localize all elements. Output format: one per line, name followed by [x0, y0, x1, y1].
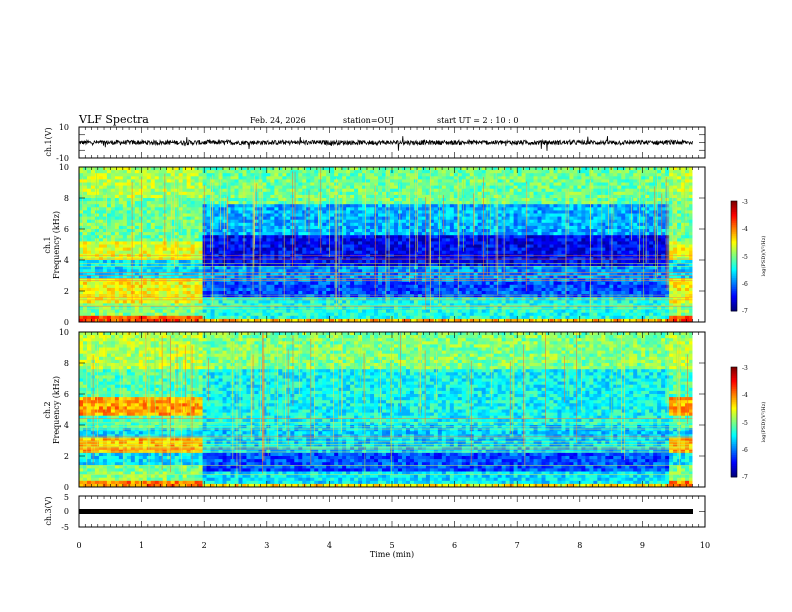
spec1-ytick-2: 2	[64, 287, 69, 296]
ch1-colorbar: -3 -4 -5 -6 -7 log(PSD)(V²/Hz)	[730, 199, 767, 315]
ch3-ytick-0: 0	[64, 507, 69, 516]
spec2-ytick-4: 4	[64, 421, 69, 430]
cb1-tick-5: -5	[742, 254, 748, 261]
x-tick-5: 5	[389, 541, 394, 550]
cb1-tick-3: -3	[742, 199, 748, 206]
station-label: station=OUJ	[343, 116, 394, 125]
cb1-tick-7: -7	[742, 308, 748, 315]
ch2-spectrogram-panel: 10 8 6 4 2 0 ch.2 Frequency (kHz)	[43, 328, 706, 492]
x-tick-7: 7	[515, 541, 520, 550]
spec1-ytick-10: 10	[59, 163, 69, 172]
ch1-ytick-top: 10	[59, 123, 69, 132]
ch3-ytick-5: 5	[64, 493, 69, 502]
spec1-ytick-6: 6	[64, 225, 69, 234]
ch1-ytick-bottom: -10	[56, 154, 69, 163]
x-tick-6: 6	[452, 541, 457, 550]
x-tick-10: 10	[700, 541, 710, 550]
spec2-ytick-0: 0	[64, 483, 69, 492]
cb2-tick-3: -3	[742, 365, 748, 372]
start-ut-label: start UT = 2 : 10 : 0	[437, 116, 518, 125]
spec1-ytick-4: 4	[64, 256, 69, 265]
ch3-ylabel: ch.3(V)	[44, 496, 53, 525]
cb1-label: log(PSD)(V²/Hz)	[760, 236, 767, 277]
date-label: Feb. 24, 2026	[250, 116, 306, 125]
x-tick-labels: 0 1 2 3 4 5 6 7 8 9 10	[76, 541, 710, 550]
spec1-ytick-8: 8	[64, 194, 69, 203]
cb2-tick-4: -4	[742, 392, 748, 399]
cb2-tick-7: -7	[742, 474, 748, 481]
ch1-spectrogram-panel: 10 8 6 4 2 0 ch.1 Frequency (kHz)	[43, 163, 706, 327]
cb1-tick-4: -4	[742, 226, 748, 233]
spec1-ylabel-ch: ch.1	[43, 236, 52, 253]
ch1-ylabel: ch.1(V)	[44, 127, 53, 156]
x-tick-8: 8	[577, 541, 582, 550]
figure-title: VLF Spectra	[78, 113, 149, 126]
ch2-colorbar: -3 -4 -5 -6 -7 log(PSD)(V²/Hz)	[730, 365, 767, 481]
ch1-waveform-panel: 10 -10 ch.1(V)	[44, 123, 706, 163]
cb2-label: log(PSD)(V²/Hz)	[760, 402, 767, 443]
ch3-waveform-panel: 5 0 -5 ch.3(V)	[44, 493, 706, 532]
cb1-tick-6: -6	[742, 281, 748, 288]
ch3-ytick-m5: -5	[61, 523, 69, 532]
cb2-tick-5: -5	[742, 420, 748, 427]
x-tick-9: 9	[640, 541, 645, 550]
spec2-ylabel-freq: Frequency (kHz)	[52, 376, 61, 444]
x-tick-1: 1	[139, 541, 144, 550]
spec1-ytick-0: 0	[64, 318, 69, 327]
spec2-ytick-6: 6	[64, 390, 69, 399]
spec2-ylabel-ch: ch.2	[43, 401, 52, 418]
x-tick-4: 4	[327, 541, 332, 550]
x-tick-0: 0	[76, 541, 81, 550]
x-tick-2: 2	[202, 541, 207, 550]
cb2-tick-6: -6	[742, 447, 748, 454]
ch3-trace	[79, 509, 693, 514]
spec2-ytick-8: 8	[64, 359, 69, 368]
ch1-trace	[78, 136, 693, 151]
x-axis-label: Time (min)	[370, 550, 414, 559]
x-tick-3: 3	[264, 541, 269, 550]
spec2-ytick-10: 10	[59, 328, 69, 337]
spec1-ylabel-freq: Frequency (kHz)	[52, 211, 61, 279]
spec2-ytick-2: 2	[64, 452, 69, 461]
